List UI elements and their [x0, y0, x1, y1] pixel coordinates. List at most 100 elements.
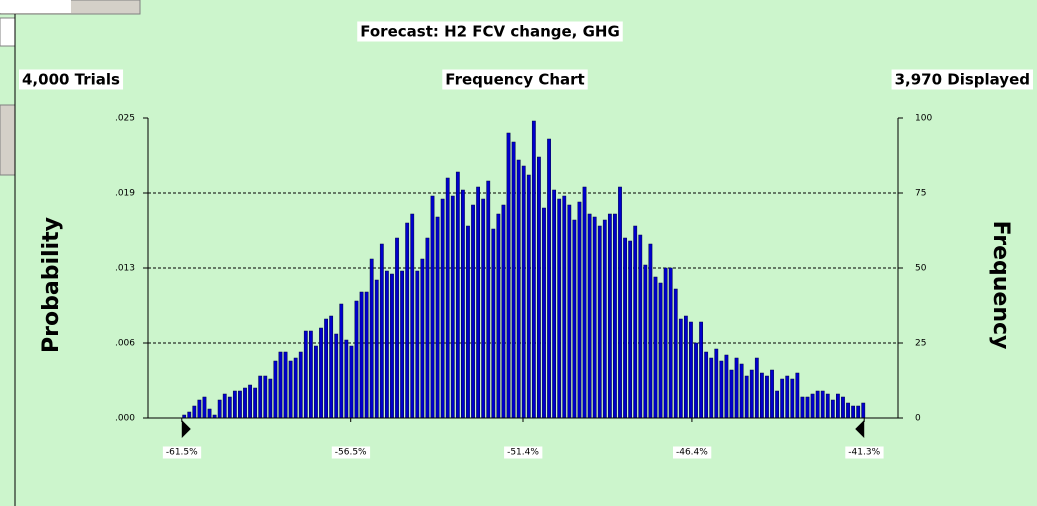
label-box: [0, 0, 68, 13]
bar: [805, 396, 810, 419]
bar: [770, 369, 774, 419]
labels: Forecast: H2 FCV change, GHG 4,000 Trial…: [0, 0, 1033, 353]
bar: [192, 405, 197, 419]
bar: [384, 270, 389, 419]
bar: [587, 213, 592, 419]
label-box: [442, 69, 588, 90]
bar: [222, 393, 227, 419]
bar: [775, 390, 779, 419]
bar: [476, 186, 481, 419]
bar: [202, 396, 207, 419]
bar: [521, 165, 526, 419]
bar: [734, 357, 739, 419]
bar: [785, 375, 790, 419]
bar: [841, 396, 845, 419]
bar: [450, 195, 455, 419]
bar: [618, 186, 622, 419]
bar: [648, 243, 653, 419]
bar: [623, 237, 627, 419]
bar: [714, 348, 719, 419]
window-fragment: [0, 17, 16, 47]
bar: [369, 258, 374, 419]
bar: [653, 276, 658, 419]
bar: [238, 390, 242, 419]
bar: [303, 330, 308, 419]
label-box: [162, 446, 202, 459]
bar: [516, 159, 521, 419]
bar: [379, 243, 384, 419]
bar: [319, 327, 323, 419]
bar: [466, 225, 470, 419]
x-tick-label: -51.4%: [507, 448, 539, 458]
x-tick-label: -56.5%: [335, 448, 367, 458]
bar: [694, 342, 698, 419]
bar: [354, 300, 359, 419]
bar: [491, 228, 496, 419]
chart-subtitle: Frequency Chart: [445, 71, 584, 89]
bar: [851, 405, 856, 419]
bar: [572, 219, 577, 419]
bar: [187, 411, 192, 419]
y2-tick-label: 75: [915, 189, 926, 199]
bar: [298, 351, 303, 419]
y-tick-label: .025: [115, 114, 135, 124]
bar: [719, 360, 724, 419]
bar: [425, 237, 430, 419]
bar: [455, 171, 460, 419]
bar: [359, 291, 364, 419]
bar: [374, 279, 379, 419]
bar: [314, 345, 318, 419]
bar: [759, 372, 764, 419]
bar: [197, 399, 202, 419]
label-box: [19, 69, 124, 90]
bar: [334, 333, 339, 419]
bar: [567, 204, 572, 419]
bar: [496, 213, 501, 419]
bar: [324, 318, 328, 419]
bar: [531, 120, 536, 419]
bar: [329, 315, 334, 419]
y-tick-label: .019: [115, 189, 135, 199]
bar: [217, 399, 222, 419]
window-fragment: [0, 104, 16, 176]
bar: [481, 198, 486, 419]
bar: [440, 198, 445, 419]
bar: [552, 189, 557, 419]
bar: [506, 132, 511, 419]
bar: [582, 186, 587, 419]
bar: [395, 237, 399, 419]
bar: [678, 318, 683, 419]
bar: [643, 264, 648, 419]
bar: [273, 360, 278, 419]
bar: [861, 402, 866, 419]
bar: [263, 375, 268, 419]
bar: [830, 399, 835, 419]
y2-tick-label: 100: [915, 114, 932, 124]
bar: [744, 375, 749, 419]
bar: [689, 321, 693, 419]
bar: [628, 240, 633, 419]
bar: [795, 372, 800, 419]
bar: [258, 375, 263, 419]
bar: [800, 396, 805, 419]
bar: [461, 189, 465, 419]
bar: [810, 393, 815, 419]
bar: [420, 258, 425, 419]
y2-axis-label: Frequency: [988, 221, 1013, 350]
label-box: [331, 446, 371, 459]
bar: [400, 270, 404, 419]
bar: [658, 282, 663, 419]
bar: [288, 360, 293, 419]
bar: [668, 267, 673, 419]
displayed-label: 3,970 Displayed: [895, 71, 1030, 89]
bar: [232, 390, 237, 419]
bar: [283, 351, 288, 419]
chart-title: Forecast: H2 FCV change, GHG: [360, 23, 620, 41]
bar: [390, 273, 394, 419]
bar: [405, 222, 410, 419]
bar: [749, 369, 754, 419]
bar: [430, 195, 435, 419]
bar: [836, 393, 840, 419]
bar: [435, 216, 440, 419]
bar: [501, 204, 506, 419]
